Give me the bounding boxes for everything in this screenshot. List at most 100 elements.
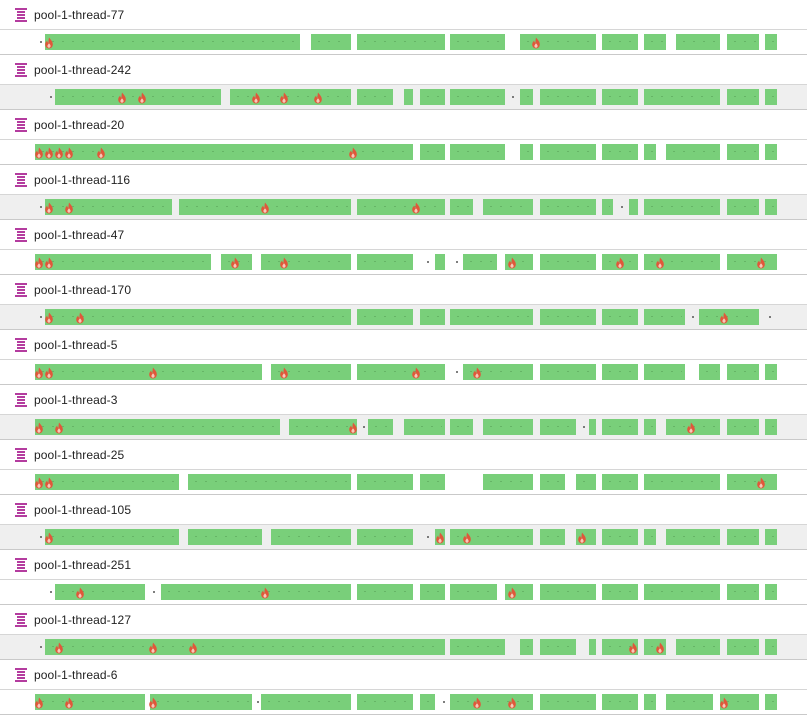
running-segment[interactable] xyxy=(271,529,351,545)
running-segment[interactable] xyxy=(540,529,565,545)
running-segment[interactable] xyxy=(35,474,179,490)
running-segment[interactable] xyxy=(45,34,300,50)
running-segment[interactable] xyxy=(450,89,505,105)
flame-icon[interactable] xyxy=(34,256,44,269)
flame-icon[interactable] xyxy=(148,641,158,654)
running-segment[interactable] xyxy=(450,639,505,655)
running-segment[interactable] xyxy=(435,254,445,270)
flame-icon[interactable] xyxy=(54,641,64,654)
flame-icon[interactable] xyxy=(75,311,85,324)
running-segment[interactable] xyxy=(404,419,445,435)
running-segment[interactable] xyxy=(666,529,720,545)
flame-icon[interactable] xyxy=(279,256,289,269)
flame-icon[interactable] xyxy=(148,366,158,379)
running-segment[interactable] xyxy=(540,694,596,710)
running-segment[interactable] xyxy=(540,584,596,600)
running-segment[interactable] xyxy=(450,309,533,325)
running-segment[interactable] xyxy=(311,34,351,50)
flame-icon[interactable] xyxy=(655,641,665,654)
running-segment[interactable] xyxy=(602,419,638,435)
running-segment[interactable] xyxy=(540,144,596,160)
running-segment[interactable] xyxy=(540,474,565,490)
thread-header[interactable]: pool-1-thread-116 xyxy=(0,165,807,195)
running-segment[interactable] xyxy=(450,584,497,600)
flame-icon[interactable] xyxy=(44,201,54,214)
running-segment[interactable] xyxy=(45,199,172,215)
running-segment[interactable] xyxy=(540,254,596,270)
thread-row[interactable]: pool-1-thread-242 xyxy=(0,55,807,110)
running-segment[interactable] xyxy=(540,309,596,325)
flame-icon[interactable] xyxy=(148,696,158,709)
flame-icon[interactable] xyxy=(719,696,729,709)
running-segment[interactable] xyxy=(35,254,211,270)
thread-row[interactable]: pool-1-thread-47 xyxy=(0,220,807,275)
thread-row[interactable]: pool-1-thread-77 xyxy=(0,0,807,55)
running-segment[interactable] xyxy=(727,254,777,270)
running-segment[interactable] xyxy=(483,474,533,490)
flame-icon[interactable] xyxy=(230,256,240,269)
thread-row[interactable]: pool-1-thread-170 xyxy=(0,275,807,330)
running-segment[interactable] xyxy=(45,309,351,325)
thread-header[interactable]: pool-1-thread-242 xyxy=(0,55,807,85)
thread-lane[interactable] xyxy=(0,30,807,54)
flame-icon[interactable] xyxy=(686,421,696,434)
flame-icon[interactable] xyxy=(34,476,44,489)
running-segment[interactable] xyxy=(35,694,145,710)
thread-header[interactable]: pool-1-thread-6 xyxy=(0,660,807,690)
running-segment[interactable] xyxy=(188,474,351,490)
running-segment[interactable] xyxy=(602,89,638,105)
running-segment[interactable] xyxy=(450,144,505,160)
running-segment[interactable] xyxy=(727,89,759,105)
flame-icon[interactable] xyxy=(531,36,541,49)
flame-icon[interactable] xyxy=(577,531,587,544)
running-segment[interactable] xyxy=(602,474,638,490)
thread-header[interactable]: pool-1-thread-77 xyxy=(0,0,807,30)
thread-lane[interactable] xyxy=(0,635,807,659)
running-segment[interactable] xyxy=(357,199,445,215)
thread-header[interactable]: pool-1-thread-25 xyxy=(0,440,807,470)
running-segment[interactable] xyxy=(602,364,638,380)
running-segment[interactable] xyxy=(602,529,638,545)
thread-lane[interactable] xyxy=(0,690,807,714)
running-segment[interactable] xyxy=(55,89,221,105)
thread-row[interactable]: pool-1-thread-3 xyxy=(0,385,807,440)
flame-icon[interactable] xyxy=(34,421,44,434)
flame-icon[interactable] xyxy=(64,201,74,214)
running-segment[interactable] xyxy=(450,694,533,710)
running-segment[interactable] xyxy=(765,419,777,435)
running-segment[interactable] xyxy=(765,89,777,105)
flame-icon[interactable] xyxy=(34,696,44,709)
running-segment[interactable] xyxy=(483,419,533,435)
running-segment[interactable] xyxy=(765,694,777,710)
running-segment[interactable] xyxy=(35,364,262,380)
running-segment[interactable] xyxy=(589,419,596,435)
running-segment[interactable] xyxy=(676,34,720,50)
flame-icon[interactable] xyxy=(44,531,54,544)
running-segment[interactable] xyxy=(45,639,445,655)
running-segment[interactable] xyxy=(450,199,473,215)
flame-icon[interactable] xyxy=(260,201,270,214)
thread-row[interactable]: pool-1-thread-20 xyxy=(0,110,807,165)
running-segment[interactable] xyxy=(727,419,759,435)
running-segment[interactable] xyxy=(420,584,445,600)
running-segment[interactable] xyxy=(666,144,720,160)
thread-lane[interactable] xyxy=(0,470,807,494)
thread-lane[interactable] xyxy=(0,140,807,164)
flame-icon[interactable] xyxy=(137,91,147,104)
running-segment[interactable] xyxy=(357,529,413,545)
running-segment[interactable] xyxy=(727,364,759,380)
running-segment[interactable] xyxy=(765,584,777,600)
running-segment[interactable] xyxy=(765,364,777,380)
running-segment[interactable] xyxy=(644,34,666,50)
flame-icon[interactable] xyxy=(96,146,106,159)
flame-icon[interactable] xyxy=(54,421,64,434)
running-segment[interactable] xyxy=(589,639,596,655)
running-segment[interactable] xyxy=(357,34,445,50)
running-segment[interactable] xyxy=(576,474,596,490)
thread-row[interactable]: pool-1-thread-6 xyxy=(0,660,807,715)
flame-icon[interactable] xyxy=(615,256,625,269)
running-segment[interactable] xyxy=(357,89,393,105)
running-segment[interactable] xyxy=(45,529,179,545)
flame-icon[interactable] xyxy=(188,641,198,654)
running-segment[interactable] xyxy=(420,89,445,105)
